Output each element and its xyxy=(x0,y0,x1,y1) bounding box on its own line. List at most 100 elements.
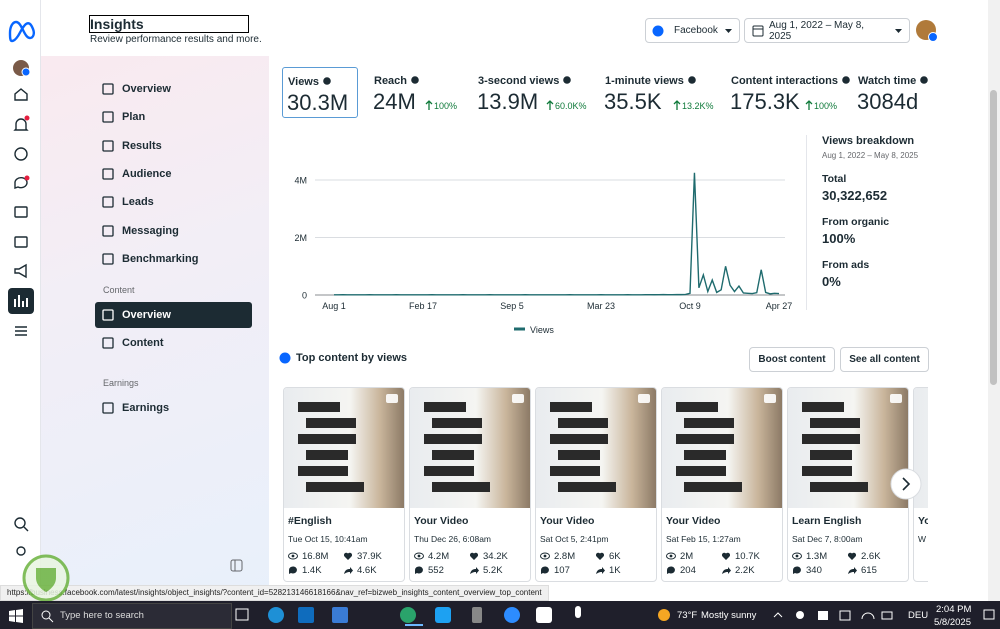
metric-card[interactable]: 1-minute views35.5K13.2K% xyxy=(600,67,720,116)
icon xyxy=(545,98,555,112)
clock-date[interactable]: 5/8/2025 xyxy=(934,617,971,628)
thumbnail[interactable] xyxy=(662,388,782,508)
content-icon[interactable] xyxy=(15,207,27,217)
metric-card[interactable]: Watch time3084d xyxy=(853,67,932,116)
capcut-app[interactable] xyxy=(536,607,552,623)
task-view[interactable] xyxy=(236,609,248,620)
icon xyxy=(101,336,115,350)
app[interactable] xyxy=(472,607,482,623)
ads-icon[interactable] xyxy=(15,148,27,160)
mic-app[interactable] xyxy=(575,606,581,618)
nav-item[interactable]: Overview xyxy=(95,78,252,100)
stat-value: 107 xyxy=(554,565,570,576)
carousel-next[interactable] xyxy=(889,467,923,501)
nav-item[interactable]: Messaging xyxy=(95,220,252,242)
app[interactable] xyxy=(435,607,451,623)
date-range-picker[interactable]: Aug 1, 2022 – May 8, 2025 xyxy=(744,18,910,43)
home-icon[interactable] xyxy=(15,89,27,100)
card-date: Sat Oct 5, 2:41pm xyxy=(540,534,609,544)
thumbnail-bar xyxy=(558,418,608,428)
card-title: Your Video xyxy=(666,515,720,527)
metric-card[interactable]: Content interactions175.3K100% xyxy=(726,67,846,116)
scrollbar-thumb[interactable] xyxy=(990,90,997,385)
metric-change: 60.0K% xyxy=(545,98,587,112)
card-stat: 2.6K xyxy=(847,550,881,562)
nav-item[interactable]: Earnings xyxy=(95,395,252,421)
nav-label: Content xyxy=(122,337,164,349)
profile-avatar[interactable] xyxy=(914,18,940,44)
content-card[interactable]: Your VideoSat Feb 15, 1:27am2M10.7K2042.… xyxy=(661,387,783,582)
see-all-button[interactable]: See all content xyxy=(840,347,929,372)
notification-center[interactable] xyxy=(982,608,996,622)
language[interactable]: DEU xyxy=(908,610,928,621)
content-card[interactable]: Your VideoSat Oct 5, 2:41pm2.8M6K1071K xyxy=(535,387,657,582)
boost-button[interactable]: Boost content xyxy=(749,347,835,372)
thumbnail[interactable] xyxy=(536,388,656,508)
metric-card[interactable]: Views30.3M xyxy=(282,67,358,118)
stat-value: 340 xyxy=(806,565,822,576)
stat-value: 10.7K xyxy=(735,551,760,562)
stat-value: 4.6K xyxy=(357,565,377,576)
thumbnail[interactable] xyxy=(284,388,404,508)
nav-item[interactable]: Plan xyxy=(95,106,252,128)
insights-icon[interactable] xyxy=(8,288,34,314)
search-icon[interactable] xyxy=(15,518,25,528)
thumbnail-bar xyxy=(306,482,364,492)
stat-value: 2.2K xyxy=(735,565,755,576)
planner-icon[interactable] xyxy=(15,237,27,247)
nav-item[interactable]: Benchmarking xyxy=(95,248,252,270)
icon xyxy=(919,73,932,87)
nav-label: Audience xyxy=(122,168,172,180)
metric-change: 13.2K% xyxy=(672,98,714,112)
video-badge xyxy=(638,394,650,403)
nav-section-heading: Earnings xyxy=(103,378,139,388)
stat-value: 2.8M xyxy=(554,551,575,562)
icon xyxy=(424,98,434,112)
thumbnail-bar xyxy=(684,418,734,428)
card-date: Sat Feb 15, 1:27am xyxy=(666,534,741,544)
thumbnail[interactable] xyxy=(410,388,530,508)
metric-card[interactable]: 3-second views13.9M60.0K% xyxy=(473,67,593,116)
icon xyxy=(595,564,606,576)
edge-app[interactable] xyxy=(268,607,284,623)
video-badge xyxy=(764,394,776,403)
nav-item[interactable]: Overview xyxy=(95,302,252,328)
tray-icons xyxy=(770,607,900,623)
meta-logo[interactable] xyxy=(10,22,34,41)
nav-item[interactable]: Audience xyxy=(95,163,252,185)
rail-icons xyxy=(0,0,40,601)
stat-value: 34.2K xyxy=(483,551,508,562)
card-stat: 2M xyxy=(666,550,693,562)
thumbnail-bar xyxy=(676,466,726,476)
menu-icon[interactable] xyxy=(15,327,27,335)
nav-item[interactable]: Leads xyxy=(95,191,252,213)
outlook-app[interactable] xyxy=(298,607,314,623)
icon xyxy=(666,564,677,576)
metric-value: 3084d xyxy=(857,89,918,115)
nav-label: Benchmarking xyxy=(122,253,198,265)
nav-item[interactable]: Content xyxy=(95,330,252,356)
notifications-icon[interactable] xyxy=(15,119,27,130)
dropdown-caret xyxy=(889,24,909,38)
metric-card[interactable]: Reach24M100% xyxy=(369,67,489,116)
content-card[interactable]: #EnglishTue Oct 15, 10:41am16.8M37.9K1.4… xyxy=(283,387,405,582)
icon xyxy=(562,73,576,87)
video-badge xyxy=(890,394,902,403)
icon xyxy=(804,98,814,112)
start-button[interactable] xyxy=(9,609,23,623)
thumbnail-bar xyxy=(676,402,718,412)
campaign-icon[interactable] xyxy=(15,265,26,277)
zoom-app[interactable] xyxy=(504,607,520,623)
content-card[interactable]: Your VideoThu Dec 26, 6:08am4.2M34.2K552… xyxy=(409,387,531,582)
thumbnail-bar xyxy=(802,466,852,476)
collapse-panel-icon[interactable] xyxy=(230,559,244,573)
card-stat: 615 xyxy=(847,564,877,576)
thumbnail-bar xyxy=(810,418,860,428)
platform-dropdown[interactable]: Facebook xyxy=(645,18,740,43)
breakdown-date: Aug 1, 2022 – May 8, 2025 xyxy=(822,151,918,160)
nav-item[interactable]: Results xyxy=(95,135,252,157)
breakdown-title: Views breakdown xyxy=(822,135,914,147)
store-app[interactable] xyxy=(332,607,348,623)
browser-app[interactable] xyxy=(400,607,416,623)
clock-time[interactable]: 2:04 PM xyxy=(936,604,971,615)
